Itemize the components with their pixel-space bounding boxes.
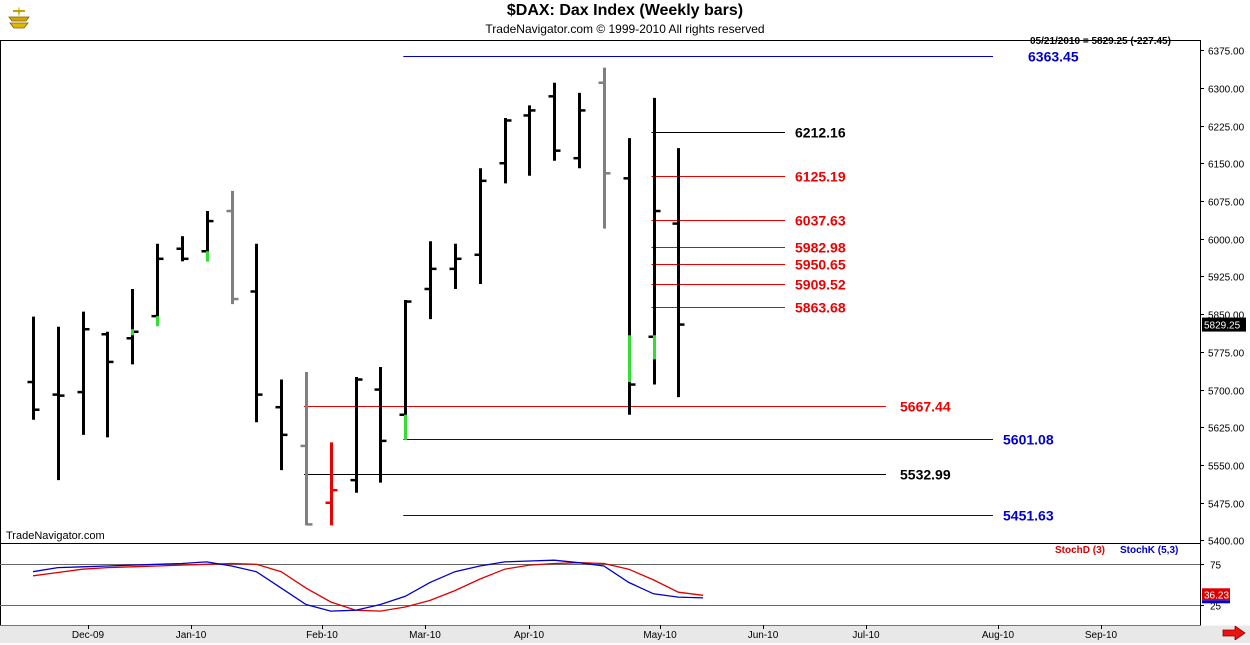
stochk-legend[interactable]: StochK (5,3) — [1120, 545, 1179, 556]
stoch-last-badge — [1202, 588, 1230, 601]
last-price-badge — [1202, 317, 1246, 332]
level-label: 5863.68 — [795, 300, 846, 316]
level-label: 5532.99 — [900, 467, 951, 483]
ohlc-bar — [101, 331, 114, 438]
y-tick-label: 5850.00 — [1208, 311, 1245, 322]
x-tick-label: Jul-10 — [852, 630, 880, 641]
y-tick-label: 6300.00 — [1208, 85, 1245, 96]
x-tick-label: Dec-09 — [72, 630, 105, 641]
y-tick-label: 5400.00 — [1208, 537, 1245, 548]
ohlc-bar — [523, 105, 536, 176]
level-label: 6212.16 — [795, 125, 846, 141]
level-label: 5667.44 — [900, 399, 951, 415]
ohlc-bar — [374, 366, 387, 483]
plot-border — [0, 40, 1201, 626]
y-tick-label: 6000.00 — [1208, 236, 1245, 247]
ohlc-bar — [350, 377, 363, 493]
trade-navigator-logo-icon[interactable] — [4, 3, 34, 33]
ohlc-bar — [672, 148, 685, 398]
ohlc-bar — [151, 243, 164, 325]
ohlc-bar — [226, 190, 239, 305]
y-tick-label: 5550.00 — [1208, 462, 1245, 473]
ohlc-bar — [598, 67, 611, 229]
ohlc-bar — [27, 316, 40, 420]
x-tick-label: Aug-10 — [982, 630, 1015, 641]
ohlc-bar — [126, 288, 139, 365]
y-tick-label: 5700.00 — [1208, 387, 1245, 398]
level-label: 5601.08 — [1003, 432, 1054, 448]
x-axis-strip — [0, 625, 1250, 643]
stoch-y-tick-label: 75 — [1210, 561, 1222, 572]
stoch-last-badge-k — [1202, 600, 1230, 604]
level-label: 5950.65 — [795, 257, 846, 273]
ohlc-bar — [77, 311, 90, 435]
scroll-right-arrow-icon[interactable] — [1222, 625, 1246, 641]
y-tick-label: 5475.00 — [1208, 500, 1245, 511]
level-label: 5451.63 — [1003, 508, 1054, 524]
stochk-line — [32, 559, 704, 612]
chart-title: $DAX: Dax Index (Weekly bars) — [506, 2, 744, 19]
last-price-label: 5829.25 — [1204, 321, 1241, 332]
level-label: 5909.52 — [795, 277, 846, 293]
level-label: 5982.98 — [795, 240, 846, 256]
x-tick-label: Feb-10 — [306, 630, 338, 641]
ohlc-bar — [52, 326, 65, 481]
x-tick-label: Sep-10 — [1085, 630, 1118, 641]
y-tick-label: 6150.00 — [1208, 160, 1245, 171]
y-tick-label: 5775.00 — [1208, 349, 1245, 360]
ohlc-bar — [499, 117, 512, 184]
x-tick-label: Jun-10 — [748, 630, 779, 641]
ohlc-bar — [449, 243, 462, 289]
stochd-line — [32, 562, 704, 612]
y-tick-label: 6075.00 — [1208, 198, 1245, 209]
ohlc-bar — [474, 168, 487, 284]
ohlc-bar — [424, 241, 437, 320]
level-label: 6037.63 — [795, 213, 846, 229]
ohlc-bar — [275, 379, 288, 471]
stoch-last-label: 36.23 — [1204, 590, 1229, 601]
watermark-text: TradeNavigator.com — [6, 530, 105, 542]
ohlc-bar — [548, 82, 561, 161]
ohlc-bar — [176, 236, 189, 262]
level-label: 6363.45 — [1028, 49, 1079, 65]
x-tick-label: Jan-10 — [176, 630, 207, 641]
x-tick-label: May-10 — [643, 630, 677, 641]
y-tick-label: 6225.00 — [1208, 123, 1245, 134]
price-readout: 05/21/2010 = 5829.25 (-227.45) — [1030, 36, 1171, 47]
chart-subtitle: TradeNavigator.com © 1999-2010 All right… — [485, 22, 765, 36]
x-tick-label: Apr-10 — [514, 630, 544, 641]
ohlc-bar — [300, 371, 313, 526]
x-tick-label: Mar-10 — [409, 630, 441, 641]
level-label: 6125.19 — [795, 169, 846, 185]
y-tick-label: 5625.00 — [1208, 424, 1245, 435]
y-tick-label: 5925.00 — [1208, 273, 1245, 284]
ohlc-bar — [325, 442, 338, 526]
ohlc-bar — [573, 92, 586, 169]
y-tick-label: 6375.00 — [1208, 47, 1245, 58]
stochd-legend[interactable]: StochD (3) — [1055, 545, 1105, 556]
ohlc-bar — [250, 243, 263, 423]
stoch-y-tick-label: 25 — [1210, 602, 1222, 613]
